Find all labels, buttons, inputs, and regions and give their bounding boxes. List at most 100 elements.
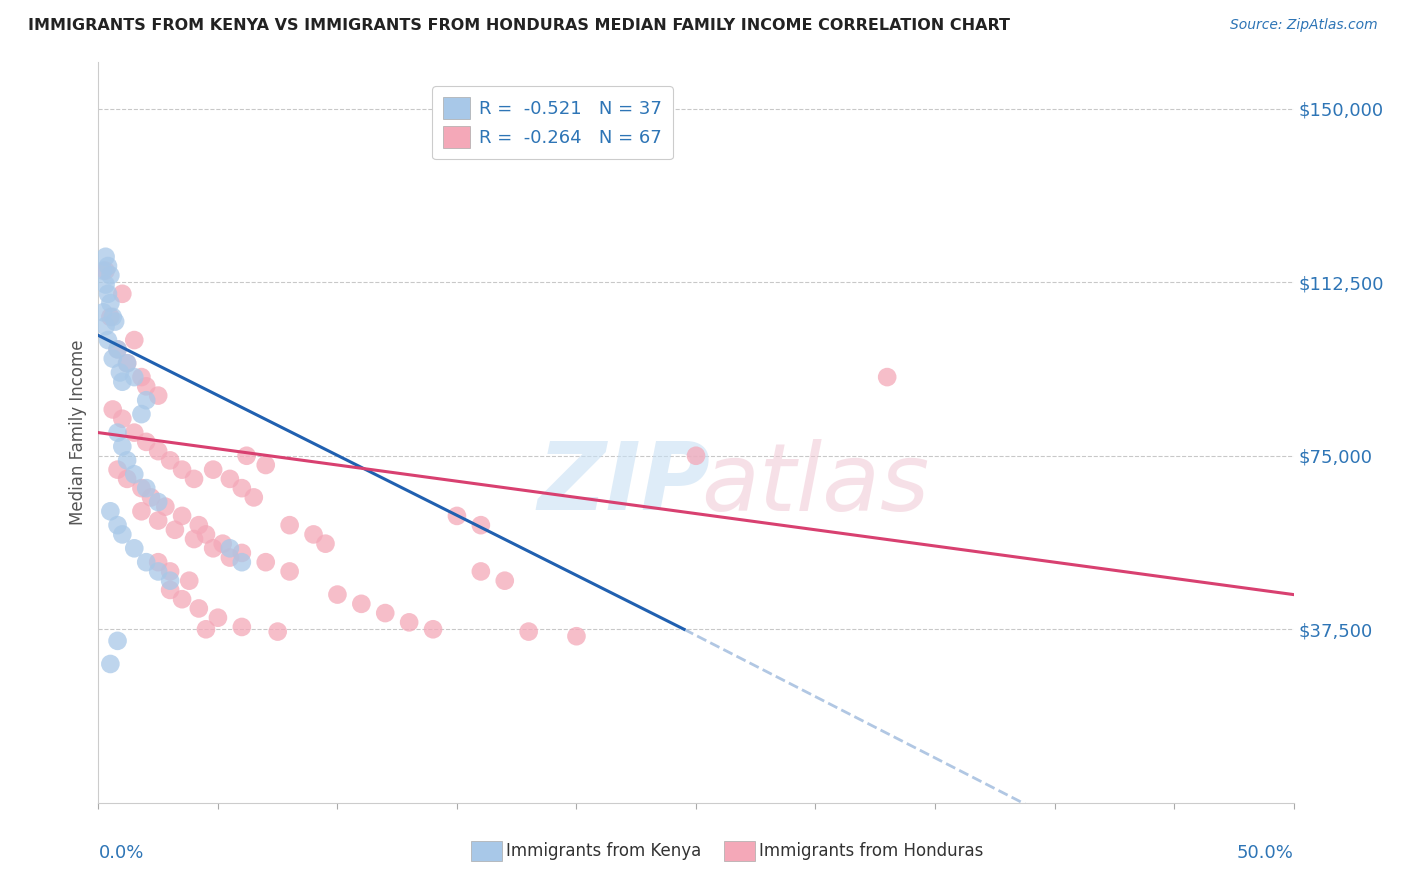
Point	[195, 527, 218, 541]
Point	[231, 620, 253, 634]
Point	[94, 263, 117, 277]
Point	[148, 514, 170, 528]
Point	[243, 491, 266, 505]
Point	[97, 333, 120, 347]
Point	[494, 574, 516, 588]
Point	[124, 467, 146, 482]
Text: IMMIGRANTS FROM KENYA VS IMMIGRANTS FROM HONDURAS MEDIAN FAMILY INCOME CORRELATI: IMMIGRANTS FROM KENYA VS IMMIGRANTS FROM…	[28, 18, 1010, 33]
Point	[159, 582, 181, 597]
Point	[685, 449, 707, 463]
Point	[163, 523, 186, 537]
Point	[195, 622, 218, 636]
Point	[97, 259, 120, 273]
Point	[101, 351, 124, 366]
Point	[422, 622, 444, 636]
Text: Immigrants from Kenya: Immigrants from Kenya	[506, 842, 702, 860]
Point	[115, 356, 138, 370]
Point	[202, 462, 225, 476]
Point	[131, 504, 153, 518]
Point	[211, 536, 233, 550]
Point	[254, 555, 277, 569]
Point	[374, 606, 396, 620]
Point	[470, 518, 492, 533]
Point	[91, 305, 114, 319]
Point	[107, 425, 129, 440]
Point	[131, 370, 153, 384]
Point	[107, 462, 129, 476]
Point	[159, 574, 181, 588]
Point	[187, 601, 209, 615]
Point	[98, 296, 122, 310]
Point	[254, 458, 277, 472]
Point	[187, 518, 209, 533]
Point	[231, 555, 253, 569]
Point	[148, 388, 170, 402]
Point	[124, 425, 146, 440]
Point	[107, 633, 129, 648]
Point	[108, 366, 131, 380]
Point	[101, 310, 124, 324]
Point	[94, 277, 117, 292]
Point	[159, 565, 181, 579]
Point	[97, 286, 120, 301]
Point	[326, 588, 349, 602]
Point	[350, 597, 373, 611]
Point	[231, 546, 253, 560]
Point	[111, 375, 134, 389]
Text: Immigrants from Honduras: Immigrants from Honduras	[759, 842, 984, 860]
Point	[94, 250, 117, 264]
Y-axis label: Median Family Income: Median Family Income	[69, 340, 87, 525]
Point	[155, 500, 177, 514]
Point	[98, 504, 122, 518]
Point	[111, 286, 134, 301]
Point	[111, 440, 134, 454]
Point	[111, 411, 134, 425]
Point	[124, 541, 146, 556]
Point	[139, 491, 162, 505]
Point	[135, 555, 157, 569]
Text: ZIP: ZIP	[538, 439, 710, 531]
Text: 50.0%: 50.0%	[1237, 844, 1294, 862]
Point	[124, 370, 146, 384]
Point	[104, 314, 127, 328]
Point	[172, 508, 194, 523]
Point	[219, 550, 242, 565]
Point	[179, 574, 201, 588]
Point	[94, 319, 117, 334]
Point	[115, 356, 138, 370]
Point	[98, 310, 122, 324]
Point	[267, 624, 290, 639]
Point	[111, 527, 134, 541]
Point	[219, 472, 242, 486]
Point	[876, 370, 898, 384]
Point	[124, 333, 146, 347]
Point	[278, 518, 301, 533]
Point	[202, 541, 225, 556]
Text: atlas: atlas	[702, 439, 929, 530]
Point	[148, 495, 170, 509]
Point	[302, 527, 325, 541]
Point	[398, 615, 420, 630]
Point	[135, 481, 157, 495]
Point	[446, 508, 468, 523]
Point	[219, 541, 242, 556]
Point	[159, 453, 181, 467]
Point	[278, 565, 301, 579]
Point	[91, 263, 114, 277]
Point	[135, 379, 157, 393]
Point	[115, 453, 138, 467]
Point	[131, 407, 153, 421]
Text: Source: ZipAtlas.com: Source: ZipAtlas.com	[1230, 18, 1378, 32]
Point	[148, 555, 170, 569]
Point	[517, 624, 540, 639]
Point	[565, 629, 588, 643]
Point	[172, 592, 194, 607]
Point	[107, 343, 129, 357]
Point	[115, 472, 138, 486]
Point	[101, 402, 124, 417]
Point	[135, 393, 157, 408]
Point	[135, 434, 157, 449]
Legend: R =  -0.521   N = 37, R =  -0.264   N = 67: R = -0.521 N = 37, R = -0.264 N = 67	[432, 87, 673, 159]
Point	[315, 536, 337, 550]
Point	[470, 565, 492, 579]
